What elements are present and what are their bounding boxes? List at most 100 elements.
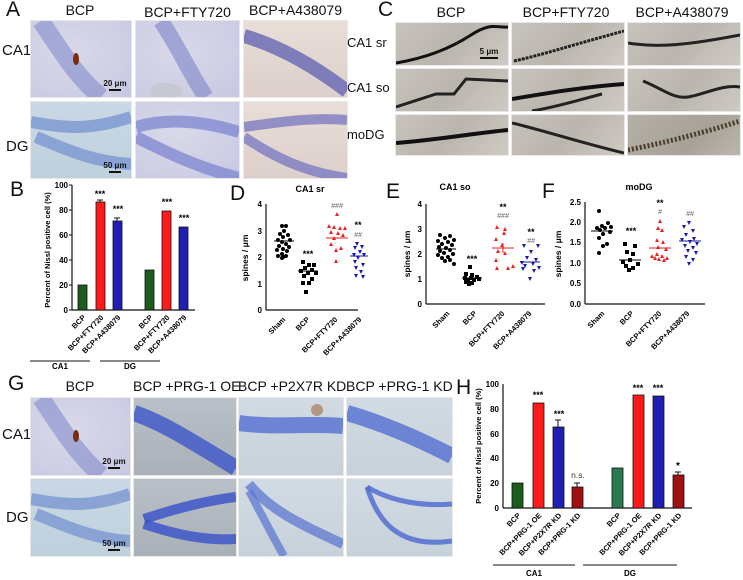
svg-text:***: *** — [179, 213, 190, 223]
svg-text:spines / μm: spines / μm — [402, 230, 412, 277]
dendrite-c-modg-fty720 — [511, 114, 625, 156]
panel-label-f: F — [542, 180, 555, 203]
svg-text:BCP: BCP — [605, 511, 623, 529]
svg-text:60: 60 — [59, 231, 68, 240]
svg-text:80: 80 — [59, 206, 68, 215]
svg-text:100: 100 — [486, 380, 500, 389]
dendrite-c-modg-a438079 — [627, 114, 741, 156]
dendrite-c-so-a438079 — [627, 68, 741, 112]
svg-text:moDG: moDG — [626, 182, 653, 192]
micrograph-g-ca1-p2x7r-kd — [238, 397, 344, 476]
micrograph-a-ca1-fty720 — [135, 20, 240, 98]
dendrite-c-sr-fty720 — [511, 22, 625, 66]
svg-text:0.5: 0.5 — [570, 279, 582, 288]
dendrite-c-modg-bcp — [395, 114, 509, 156]
svg-text:**: ** — [499, 202, 507, 212]
svg-text:***: *** — [95, 189, 106, 199]
svg-text:4: 4 — [258, 200, 263, 209]
svg-text:**: ** — [656, 198, 664, 208]
panel-a-row-label-ca1: CA1 — [2, 42, 32, 59]
chart-b-nissl-percent: 0 20 40 60 80 100 Percent of Nissl posit… — [30, 181, 195, 370]
panel-c-col-title-1: BCP — [436, 4, 466, 20]
svg-text:##: ## — [686, 211, 694, 218]
svg-text:1.0: 1.0 — [570, 259, 582, 268]
svg-text:***: *** — [626, 226, 637, 236]
svg-text:n.s.: n.s. — [571, 470, 585, 480]
scalebar-5um: 5 μm — [476, 47, 502, 59]
svg-text:60: 60 — [490, 430, 499, 439]
svg-text:BCP: BCP — [618, 309, 636, 327]
svg-text:###: ### — [331, 203, 343, 210]
svg-text:#: # — [658, 209, 662, 216]
micrograph-a-dg-a438079 — [243, 101, 348, 179]
svg-text:BCP: BCP — [505, 511, 523, 529]
svg-text:3: 3 — [418, 225, 423, 234]
chart-f-modg-spines: moDG 0.00.51.01.52.02.5 spines / μm *** … — [553, 182, 705, 351]
dendrite-c-sr-bcp: 5 μm — [395, 22, 509, 66]
chart-d-ca1-sr-spines: CA1 sr 0 1 2 3 4 spines / μm *** ### — [240, 184, 358, 315]
svg-text:Percent of Nissl positive cell: Percent of Nissl positive cell (%) — [43, 192, 52, 308]
svg-text:***: *** — [554, 409, 565, 419]
panel-a-col-title-3: BCP+A438079 — [248, 2, 343, 18]
panel-label-a: A — [6, 0, 21, 21]
micrograph-g-dg-p2x7r-kd — [238, 478, 344, 557]
svg-text:0: 0 — [258, 306, 263, 315]
svg-text:1: 1 — [418, 275, 423, 284]
panel-c-row-label-ca1-so: CA1 so — [347, 80, 390, 95]
svg-text:***: *** — [162, 197, 173, 207]
svg-text:2: 2 — [418, 250, 423, 259]
micrograph-g-dg-prg1-kd — [346, 478, 453, 557]
panel-a-col-title-1: BCP — [65, 2, 95, 18]
scalebar-50um: 50 μm — [102, 161, 128, 173]
panel-g-col-title-1: BCP — [65, 378, 95, 394]
svg-text:2.0: 2.0 — [570, 218, 582, 227]
panel-c-col-title-3: BCP+A438079 — [635, 4, 729, 20]
svg-text:CA1 sr: CA1 sr — [295, 184, 325, 194]
dendrite-c-so-bcp — [395, 68, 509, 112]
micrograph-g-ca1-bcp: 20 μm — [30, 397, 131, 476]
svg-text:0: 0 — [418, 300, 423, 309]
svg-text:100: 100 — [55, 181, 69, 190]
svg-text:20: 20 — [59, 281, 68, 290]
svg-text:***: *** — [633, 383, 644, 393]
svg-text:CA1: CA1 — [526, 569, 543, 578]
svg-text:40: 40 — [59, 256, 68, 265]
svg-text:***: *** — [533, 390, 544, 400]
chart-h-nissl-percent: 0 20 40 60 80 100 Percent of Nissl positive c… — [474, 380, 692, 578]
svg-text:***: *** — [113, 204, 124, 214]
micrograph-a-dg-fty720 — [135, 101, 240, 179]
svg-text:BCP: BCP — [461, 309, 479, 327]
svg-text:*: * — [676, 461, 680, 472]
svg-text:spines / μm: spines / μm — [553, 230, 563, 277]
svg-text:CA1 so: CA1 so — [439, 182, 471, 192]
micrograph-g-dg-prg1-oe — [133, 478, 237, 557]
panel-g-col-title-4: BCP +PRG-1 KD — [346, 378, 453, 394]
svg-text:***: *** — [467, 254, 478, 264]
svg-text:0.0: 0.0 — [570, 300, 582, 309]
svg-text:2: 2 — [258, 253, 263, 262]
y-axis: 0 20 40 60 80 100 Percent of Nissl posit… — [43, 181, 195, 315]
panel-g-col-title-3: BCP +P2X7R KD — [238, 378, 347, 394]
panel-c-row-label-modg: moDG — [347, 127, 385, 142]
svg-text:DG: DG — [624, 569, 636, 578]
panel-label-g: G — [8, 372, 25, 395]
scalebar-20um: 20 μm — [102, 79, 128, 91]
svg-text:3: 3 — [258, 227, 263, 236]
svg-text:Percent of Nissl positive cell: Percent of Nissl positive cell (%) — [474, 388, 483, 504]
panel-a-row-label-dg: DG — [6, 138, 29, 155]
micrograph-a-ca1-a438079 — [243, 20, 348, 98]
svg-text:**: ** — [527, 227, 535, 237]
micrograph-g-ca1-prg1-kd — [346, 397, 453, 476]
micrograph-g-dg-bcp: 50 μm — [30, 478, 131, 557]
svg-text:CA1: CA1 — [52, 362, 69, 370]
scalebar-20um: 20 μm — [101, 457, 127, 469]
micrograph-a-dg-bcp: 50 μm — [30, 101, 132, 179]
micrograph-g-ca1-prg1-oe — [133, 397, 237, 476]
panel-c-row-label-ca1-sr: CA1 sr — [347, 35, 387, 50]
svg-text:Sham: Sham — [586, 309, 607, 330]
panel-label-d: D — [230, 182, 246, 205]
svg-text:1.5: 1.5 — [570, 238, 582, 247]
svg-text:Sham: Sham — [431, 309, 452, 330]
svg-text:***: *** — [653, 383, 664, 393]
panel-g-row-label-ca1: CA1 — [2, 426, 32, 443]
